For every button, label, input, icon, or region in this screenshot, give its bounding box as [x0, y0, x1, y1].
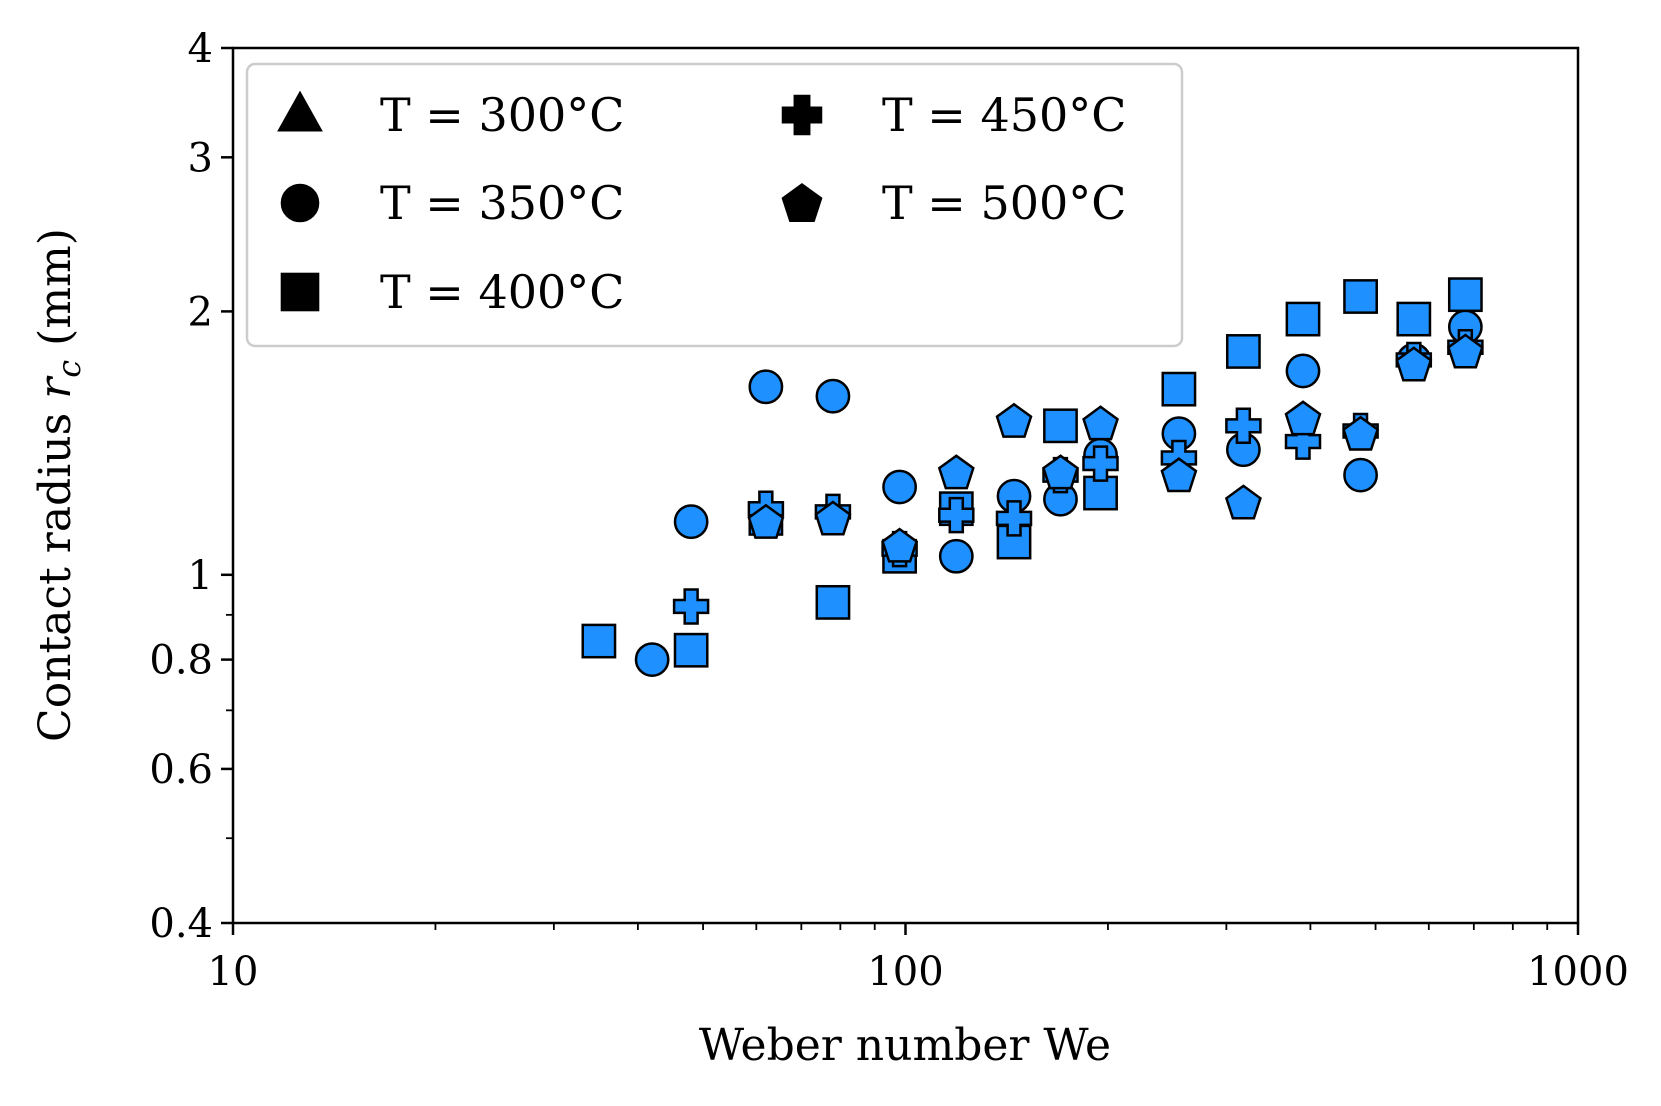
data-point-square [1285, 301, 1321, 337]
data-point-pentagon [1042, 454, 1079, 490]
legend-label: T = 500°C [882, 176, 1126, 230]
data-point-square [1161, 371, 1197, 407]
data-point-square [1447, 277, 1483, 313]
svg-text:Contact radius rc (mm): Contact radius rc (mm) [30, 228, 88, 742]
data-point-square [1396, 301, 1432, 337]
data-point-pentagon [1160, 457, 1198, 493]
data-point-plus [1082, 445, 1119, 482]
data-point-square [1343, 279, 1378, 314]
y-tick-label: 0.6 [149, 747, 213, 793]
data-point-circle [815, 378, 851, 414]
data-point-pentagon [881, 527, 919, 563]
data-point-pentagon [1082, 405, 1119, 441]
y-axis-title-variable: r [30, 375, 81, 399]
legend-label: T = 450°C [882, 88, 1126, 142]
legend-marker-circle [280, 183, 320, 223]
x-axis-title: Weber number We [699, 1020, 1111, 1071]
points-layer [581, 277, 1484, 677]
data-point-plus [938, 496, 975, 534]
legend-label: T = 400°C [380, 265, 624, 319]
data-point-pentagon [1284, 400, 1322, 436]
legend-label: T = 300°C [380, 88, 624, 142]
legend-box [245, 62, 1184, 348]
y-tick-label: 4 [188, 26, 213, 72]
data-point-circle [938, 538, 974, 574]
data-point-circle [1285, 353, 1321, 389]
data-point-pentagon [1395, 346, 1433, 382]
legend-marker-triangle [277, 90, 323, 132]
data-point-square [1043, 408, 1078, 444]
legend-marker-plus [781, 94, 823, 136]
data-point-circle [882, 469, 917, 505]
y-axis-title-unit: (mm) [30, 228, 81, 360]
x-tick-label: 10 [208, 949, 259, 995]
data-point-plus [1225, 407, 1262, 445]
y-axis-title-subscript: c [50, 360, 88, 378]
x-tick-label: 100 [867, 949, 943, 995]
data-point-pentagon [1342, 415, 1380, 451]
data-point-pentagon [814, 500, 852, 536]
data-point-pentagon [937, 454, 975, 490]
x-tick-label: 1000 [1527, 949, 1629, 995]
data-point-circle [673, 504, 709, 540]
y-axis-title-main: Contact radius [30, 399, 81, 742]
legend: T = 300°C T = 350°C T = 400°C T = 450°C T = … [245, 62, 1184, 348]
y-tick-label: 2 [188, 289, 213, 335]
data-point-square [1225, 334, 1261, 369]
legend-marker-pentagon [781, 183, 823, 222]
ticks-layer: 10 100 1000 0.4 0.6 0.8 1 2 3 4 [149, 26, 1629, 995]
y-tick-label: 0.8 [149, 638, 213, 684]
data-point-pentagon [747, 503, 785, 539]
data-point-pentagon [1446, 333, 1484, 369]
data-point-plus [995, 500, 1033, 537]
data-point-square [815, 584, 851, 620]
data-point-pentagon [995, 402, 1033, 438]
y-axis-title: Contact radius rc (mm) [30, 228, 88, 742]
y-tick-label: 3 [188, 135, 213, 181]
legend-marker-square [280, 272, 320, 312]
legend-label: T = 350°C [380, 176, 624, 230]
data-point-circle [1343, 457, 1378, 493]
data-point-square [673, 632, 709, 668]
data-point-circle [748, 369, 784, 405]
data-point-square [581, 623, 617, 659]
data-point-circle [634, 642, 670, 677]
data-point-plus [672, 588, 710, 625]
y-tick-label: 0.4 [149, 901, 213, 947]
y-tick-label: 1 [188, 553, 213, 599]
data-point-pentagon [1224, 484, 1262, 520]
plot-frame [231, 46, 1580, 925]
